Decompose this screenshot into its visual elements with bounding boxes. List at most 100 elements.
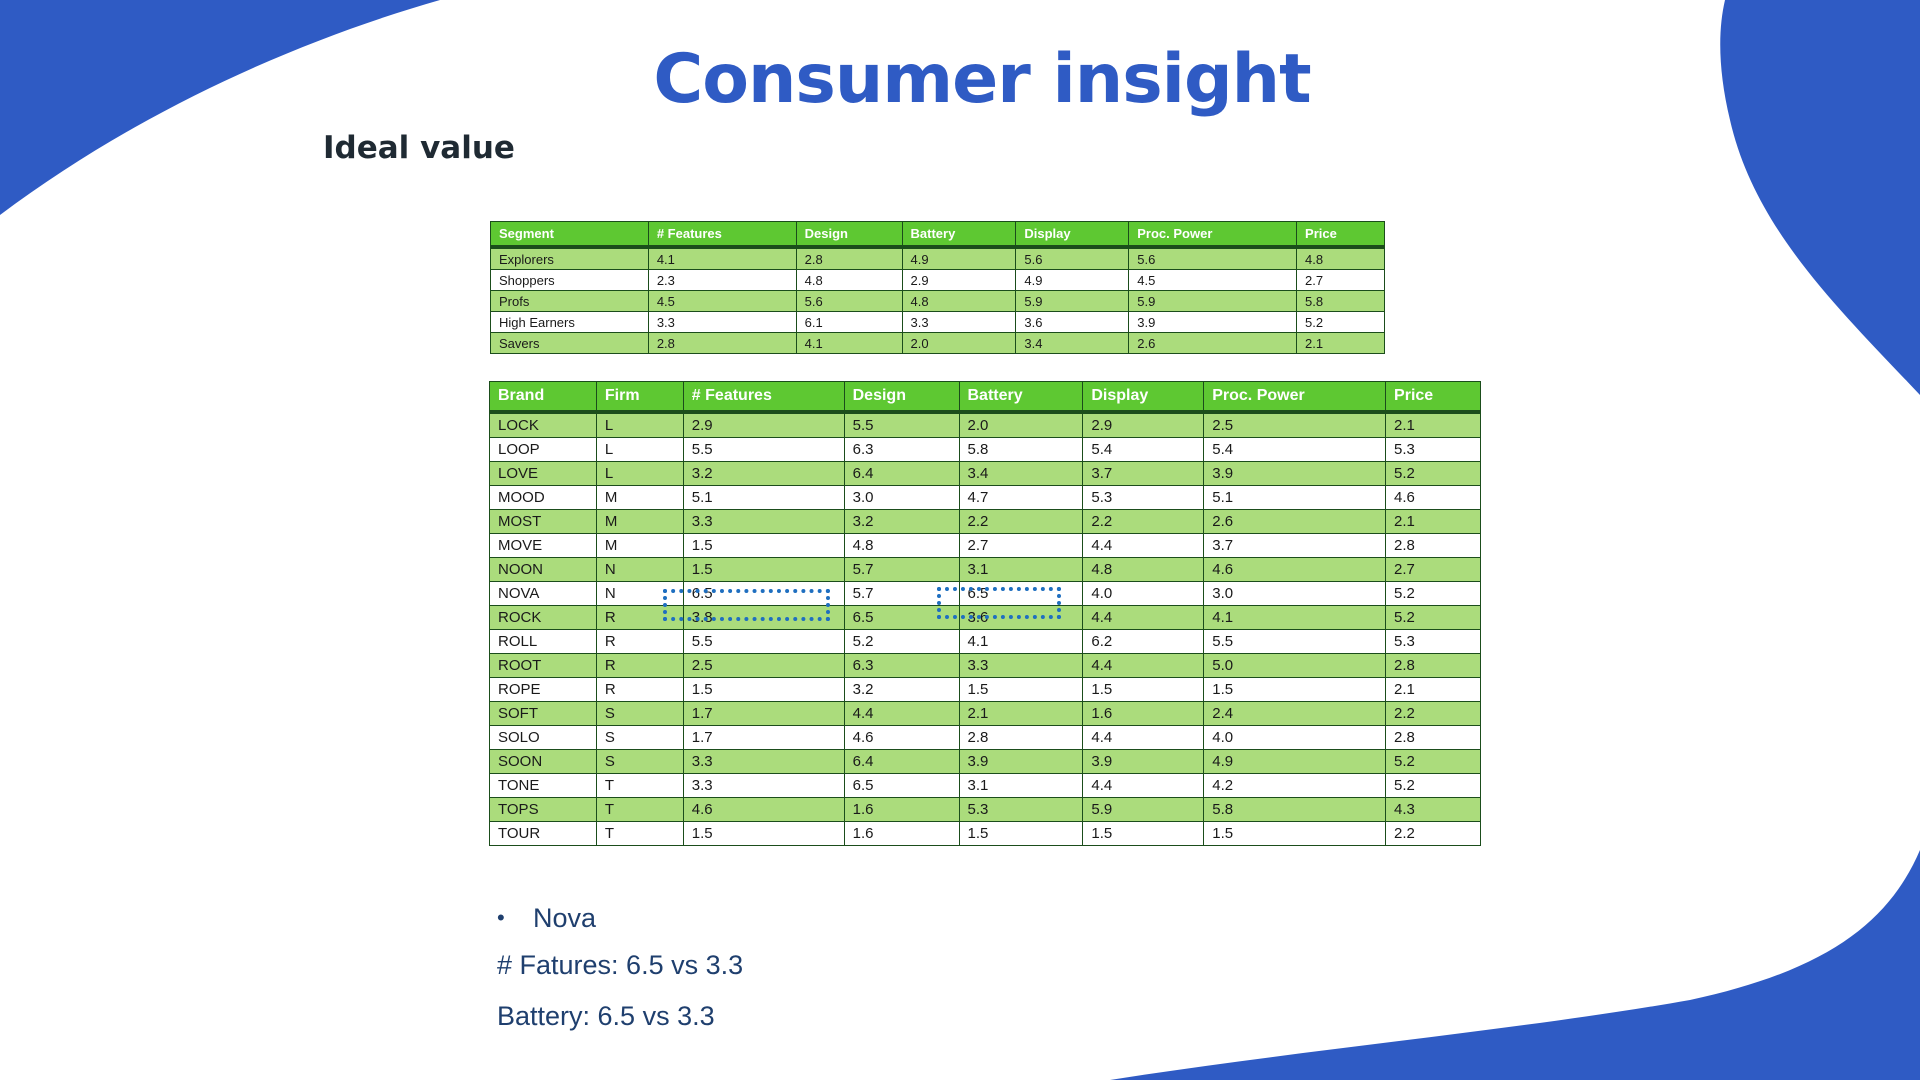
table-cell: T — [595, 821, 684, 846]
table-cell: 4.5 — [647, 290, 797, 312]
column-header: Proc. Power — [1203, 381, 1387, 414]
notes: • Nova # Fatures: 6.5 vs 3.3 Battery: 6.… — [497, 896, 743, 1042]
table-cell: ROPE — [489, 677, 597, 702]
table-cell: 4.8 — [901, 290, 1017, 312]
table-cell: 1.5 — [958, 821, 1084, 846]
table-cell: 1.5 — [958, 677, 1084, 702]
slide-title: Consumer insight — [653, 40, 1311, 119]
table-cell: NOVA — [489, 581, 597, 606]
table-cell: 5.2 — [1385, 605, 1481, 630]
brand-attributes-table: Brand Firm # Features Design Battery Display P… — [489, 381, 1481, 846]
table-row: SOLO S 1.7 4.6 2.8 4.4 4.0 2.8 — [489, 725, 1481, 750]
table-cell: 3.4 — [1015, 332, 1130, 354]
table-cell: 1.5 — [682, 557, 845, 582]
table-cell: 2.2 — [1385, 701, 1481, 726]
column-header: Brand — [489, 381, 597, 414]
table-cell: 6.5 — [958, 581, 1084, 606]
table-cell: 5.8 — [1203, 797, 1387, 822]
table-row: ROOT R 2.5 6.3 3.3 4.4 5.0 2.8 — [489, 653, 1481, 678]
table-cell: 4.6 — [1203, 557, 1387, 582]
right-blue-shape — [1720, 0, 1920, 395]
table-cell: 5.1 — [1203, 485, 1387, 510]
table-cell: MOOD — [489, 485, 597, 510]
column-header: # Features — [682, 381, 845, 414]
table-cell: 4.7 — [958, 485, 1084, 510]
table-cell: 2.9 — [682, 411, 845, 438]
features-comparison-text: # Fatures: 6.5 vs 3.3 — [497, 950, 744, 980]
table-cell: 1.7 — [682, 725, 845, 750]
table-cell: 5.2 — [1385, 581, 1481, 606]
table-row: TOUR T 1.5 1.6 1.5 1.5 1.5 2.2 — [489, 821, 1481, 846]
table-row: MOOD M 5.1 3.0 4.7 5.3 5.1 4.6 — [489, 485, 1481, 510]
table-cell: 5.2 — [1385, 749, 1481, 774]
table-cell: 2.5 — [682, 653, 845, 678]
table-cell: TONE — [489, 773, 597, 798]
table-cell: 4.4 — [1082, 725, 1205, 750]
column-header: Price — [1296, 221, 1385, 249]
column-header: Battery — [958, 381, 1084, 414]
table-cell: Explorers — [490, 246, 649, 270]
table-cell: 4.0 — [1082, 581, 1205, 606]
table-cell: 2.4 — [1203, 701, 1387, 726]
table-cell: 4.4 — [1082, 533, 1205, 558]
table-cell: 5.5 — [682, 437, 845, 462]
table-cell: 1.5 — [1203, 677, 1387, 702]
table-cell: 2.8 — [958, 725, 1084, 750]
table-cell: 5.6 — [1015, 246, 1130, 270]
table-cell: 1.5 — [682, 821, 845, 846]
table-cell: 2.9 — [1082, 411, 1205, 438]
table-cell: 3.1 — [958, 773, 1084, 798]
table-cell: 5.1 — [682, 485, 845, 510]
table-cell: 3.3 — [958, 653, 1084, 678]
table-cell: R — [595, 677, 684, 702]
nova-features-highlight — [663, 589, 830, 621]
nova-battery-highlight — [937, 587, 1061, 619]
table-row: Savers 2.8 4.1 2.0 3.4 2.6 2.1 — [490, 332, 1385, 354]
table-cell: L — [595, 411, 684, 438]
table-cell: 2.2 — [1385, 821, 1481, 846]
table-cell: 3.7 — [1203, 533, 1387, 558]
table-cell: 4.1 — [795, 332, 903, 354]
table-cell: 5.5 — [682, 629, 845, 654]
table-cell: 4.4 — [1082, 653, 1205, 678]
table-row: TONE T 3.3 6.5 3.1 4.4 4.2 5.2 — [489, 773, 1481, 798]
table-cell: 4.1 — [647, 246, 797, 270]
table-header-row: Brand Firm # Features Design Battery Display P… — [489, 381, 1481, 414]
column-header: Design — [843, 381, 960, 414]
table-cell: 1.5 — [1082, 677, 1205, 702]
table-cell: TOPS — [489, 797, 597, 822]
table-cell: 3.7 — [1082, 461, 1205, 486]
table-cell: LOCK — [489, 411, 597, 438]
table-cell: 2.8 — [795, 246, 903, 270]
table-row: ROLL R 5.5 5.2 4.1 6.2 5.5 5.3 — [489, 629, 1481, 654]
table-cell: 2.8 — [1385, 725, 1481, 750]
table-row: TOPS T 4.6 1.6 5.3 5.9 5.8 4.3 — [489, 797, 1481, 822]
table-cell: 3.1 — [958, 557, 1084, 582]
battery-comparison-text: Battery: 6.5 vs 3.3 — [497, 1001, 715, 1031]
table-cell: 3.2 — [682, 461, 845, 486]
table-cell: S — [595, 749, 684, 774]
table-cell: 2.0 — [958, 411, 1084, 438]
table-cell: SOON — [489, 749, 597, 774]
table-cell: 3.9 — [1082, 749, 1205, 774]
table-row: Profs 4.5 5.6 4.8 5.9 5.9 5.8 — [490, 290, 1385, 312]
table-cell: M — [595, 509, 684, 534]
table-cell: 4.8 — [1082, 557, 1205, 582]
table-cell: 4.8 — [1296, 246, 1385, 270]
table-cell: 4.1 — [1203, 605, 1387, 630]
table-cell: 5.2 — [1385, 461, 1481, 486]
table-cell: 2.1 — [1296, 332, 1385, 354]
table-cell: 4.2 — [1203, 773, 1387, 798]
table-cell: 3.9 — [1203, 461, 1387, 486]
column-header: Display — [1082, 381, 1205, 414]
table-cell: R — [595, 629, 684, 654]
table-cell: 1.6 — [843, 821, 960, 846]
table-cell: 4.4 — [1082, 605, 1205, 630]
table-cell: 2.7 — [1385, 557, 1481, 582]
table-cell: 6.3 — [843, 653, 960, 678]
table-cell: 5.8 — [1296, 290, 1385, 312]
table-cell: NOON — [489, 557, 597, 582]
table-cell: ROCK — [489, 605, 597, 630]
table-cell: 4.1 — [958, 629, 1084, 654]
table-cell: 4.9 — [901, 246, 1017, 270]
